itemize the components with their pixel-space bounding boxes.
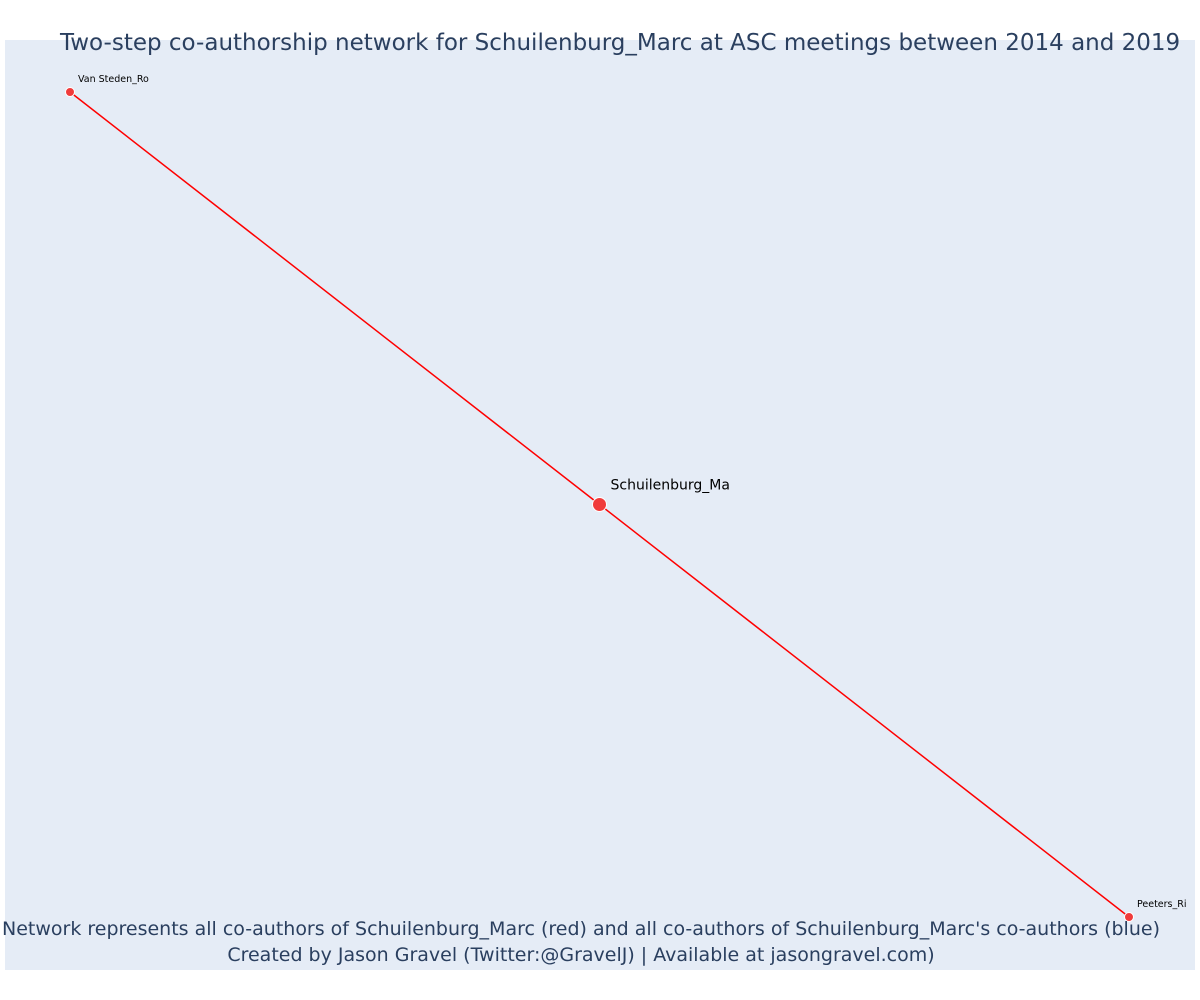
edge-schuilenburg-peeters xyxy=(599,503,1130,918)
nodes-layer xyxy=(65,87,1134,922)
caption-line-2: Created by Jason Gravel (Twitter:@Gravel… xyxy=(227,944,935,966)
labels-layer: Van Steden_Ro Schuilenburg_Ma Peeters_Ri xyxy=(78,74,1187,910)
node-peeters[interactable] xyxy=(1124,912,1134,922)
node-label-schuilenburg: Schuilenburg_Ma xyxy=(611,478,730,494)
node-van-steden[interactable] xyxy=(65,87,75,97)
node-label-peeters: Peeters_Ri xyxy=(1137,899,1187,910)
caption-line-1: Network represents all co-authors of Sch… xyxy=(2,918,1160,940)
node-schuilenburg[interactable] xyxy=(592,497,607,512)
node-label-van-steden: Van Steden_Ro xyxy=(78,74,149,85)
edge-van-steden-schuilenburg xyxy=(69,91,600,506)
chart-title: Two-step co-authorship network for Schui… xyxy=(60,30,1181,56)
edges-layer xyxy=(69,91,1130,918)
